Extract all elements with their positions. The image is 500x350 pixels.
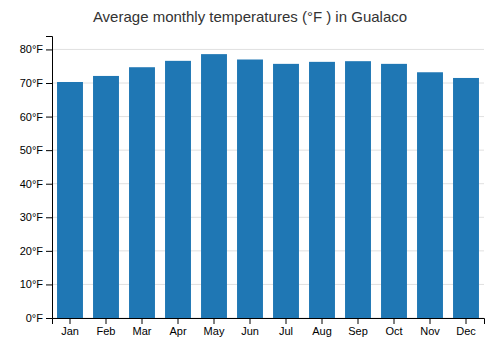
x-tick: Feb: [97, 318, 116, 337]
y-tick: 80°F: [20, 43, 52, 55]
x-tick-mark: [286, 318, 287, 324]
chart: Jan Feb Mar Apr May Jun Jul Aug Sep Oct Nov Dec 0°F 1…: [0, 0, 500, 350]
bar: [273, 64, 299, 318]
x-tick: Aug: [312, 318, 332, 337]
y-tick: 40°F: [20, 178, 52, 190]
bar: [165, 61, 191, 318]
x-tick-mark: [430, 318, 431, 324]
bar: [381, 64, 407, 318]
y-tick-label: 20°F: [20, 245, 44, 257]
x-tick-label: Apr: [169, 325, 186, 337]
y-tick: 0°F: [26, 312, 52, 324]
x-tick-mark: [70, 318, 71, 324]
x-tick-label: Oct: [385, 325, 402, 337]
y-tick: 60°F: [20, 111, 52, 123]
x-tick-label: Jan: [61, 325, 79, 337]
x-tick-label: Sep: [348, 325, 368, 337]
y-tick-mark: [46, 49, 52, 50]
y-tick-mark: [46, 251, 52, 252]
x-tick-mark: [106, 318, 107, 324]
y-tick-mark: [46, 217, 52, 218]
x-tick-label: Aug: [312, 325, 332, 337]
x-tick: Oct: [385, 318, 402, 337]
bar: [201, 54, 227, 318]
y-tick-mark: [46, 318, 52, 319]
bar: [57, 82, 83, 318]
x-tick-mark: [466, 318, 467, 324]
bar: [309, 62, 335, 318]
y-tick-mark: [46, 284, 52, 285]
y-tick-label: 10°F: [20, 278, 44, 290]
y-tick-label: 70°F: [20, 77, 44, 89]
y-tick: 10°F: [20, 278, 52, 290]
x-tick: May: [204, 318, 225, 337]
y-axis: 0°F 10°F 20°F 30°F 40°F 50°F 60°F 70°F 80°F: [20, 37, 53, 325]
x-tick-mark: [178, 318, 179, 324]
bar: [453, 78, 479, 318]
y-tick-label: 30°F: [20, 211, 44, 223]
x-tick: Dec: [456, 318, 476, 337]
y-tick-label: 60°F: [20, 111, 44, 123]
bar: [417, 72, 443, 318]
y-tick-label: 50°F: [20, 144, 44, 156]
x-tick-label: May: [204, 325, 225, 337]
x-axis-line: [53, 319, 485, 325]
x-tick-mark: [322, 318, 323, 324]
x-tick-label: Mar: [133, 325, 152, 337]
y-tick: 20°F: [20, 245, 52, 257]
bars: [57, 54, 479, 318]
x-tick-mark: [214, 318, 215, 324]
y-tick: 50°F: [20, 144, 52, 156]
y-tick: 30°F: [20, 211, 52, 223]
x-tick-label: Jun: [241, 325, 259, 337]
x-tick-mark: [250, 318, 251, 324]
grid: [52, 49, 484, 318]
y-tick-mark: [46, 150, 52, 151]
x-tick: Jan: [61, 318, 79, 337]
x-tick-label: Nov: [420, 325, 440, 337]
x-tick: Mar: [133, 318, 152, 337]
title: Average monthly temperatures (°F ) in Gu…: [93, 8, 407, 25]
x-tick-mark: [142, 318, 143, 324]
bar: [345, 61, 371, 318]
x-tick: Apr: [169, 318, 186, 337]
y-tick-mark: [46, 184, 52, 185]
y-tick-mark: [46, 83, 52, 84]
x-axis: Jan Feb Mar Apr May Jun Jul Aug Sep Oct Nov Dec: [53, 318, 485, 337]
y-tick-mark: [46, 117, 52, 118]
y-tick-label: 0°F: [26, 312, 44, 324]
plot: Jan Feb Mar Apr May Jun Jul Aug Sep Oct Nov Dec 0°F 1…: [20, 37, 485, 337]
y-tick: 70°F: [20, 77, 52, 89]
x-tick: Jul: [279, 318, 293, 337]
bar: [129, 67, 155, 318]
x-tick-mark: [394, 318, 395, 324]
y-tick-label: 40°F: [20, 178, 44, 190]
y-tick-label: 80°F: [20, 43, 44, 55]
x-tick-label: Dec: [456, 325, 476, 337]
bar: [237, 60, 263, 319]
x-tick-label: Feb: [97, 325, 116, 337]
x-tick: Jun: [241, 318, 259, 337]
x-tick: Nov: [420, 318, 440, 337]
grid-line: [52, 49, 484, 50]
y-axis-line: [46, 37, 53, 319]
x-tick: Sep: [348, 318, 368, 337]
bar: [93, 76, 119, 318]
x-tick-label: Jul: [279, 325, 293, 337]
x-tick-mark: [358, 318, 359, 324]
